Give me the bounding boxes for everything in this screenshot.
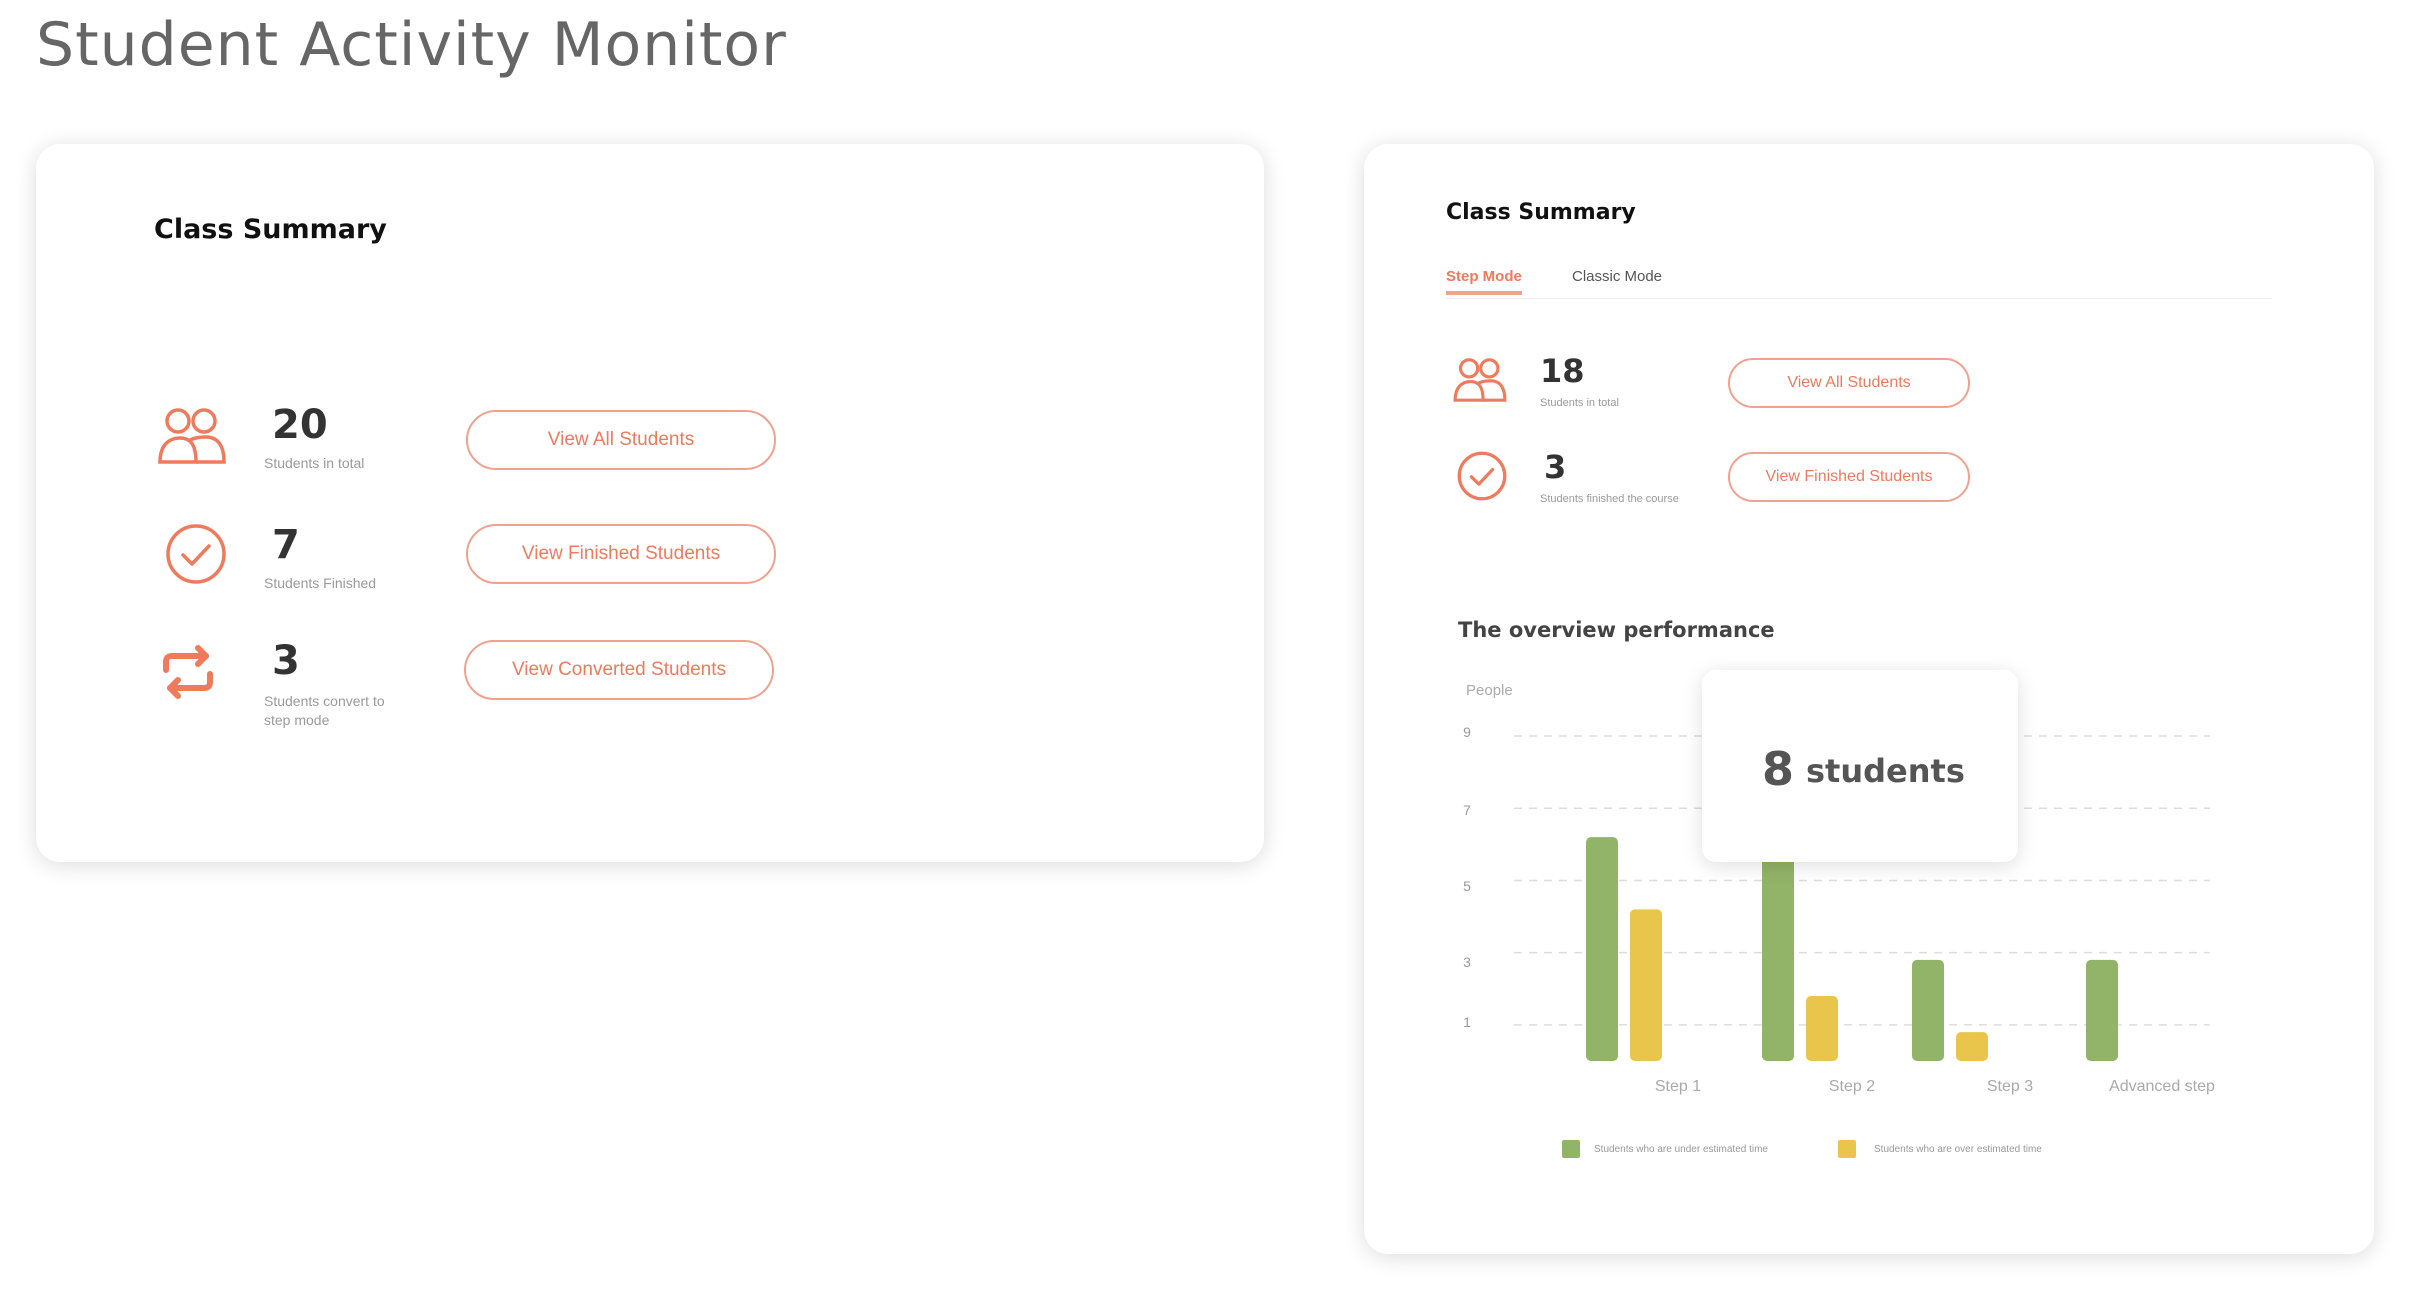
convert-arrows-icon bbox=[163, 645, 213, 699]
stat-caption: Students in total bbox=[264, 455, 365, 471]
tab-step-mode[interactable]: Step Mode bbox=[1446, 268, 1522, 295]
x-tick-label: Step 3 bbox=[1986, 1078, 2034, 1095]
bar-under-1[interactable] bbox=[1586, 837, 1618, 1061]
class-summary-card: Class Summary 20 Students in total View … bbox=[36, 144, 1264, 862]
x-tick-label: Advanced step bbox=[2109, 1078, 2215, 1095]
tooltip-unit: students bbox=[1806, 752, 1965, 790]
y-tick-label: 5 bbox=[1463, 878, 1471, 894]
y-tick-label: 7 bbox=[1463, 802, 1471, 818]
legend-swatch-green bbox=[1562, 1140, 1580, 1158]
bar-over-3[interactable] bbox=[1956, 1032, 1988, 1061]
legend-label: Students who are under estimated time bbox=[1594, 1144, 1768, 1155]
stat-value: 3 bbox=[272, 638, 300, 684]
bar-over-2[interactable] bbox=[1806, 996, 1838, 1061]
view-all-students-button[interactable]: View All Students bbox=[1728, 358, 1970, 408]
y-tick-label: 3 bbox=[1463, 954, 1471, 970]
stat-value: 3 bbox=[1544, 448, 1567, 486]
card-title: Class Summary bbox=[154, 214, 387, 245]
bar-under-4[interactable] bbox=[2086, 959, 2118, 1061]
bar-over-1[interactable] bbox=[1630, 909, 1662, 1061]
view-all-students-button[interactable]: View All Students bbox=[466, 410, 776, 470]
y-tick-label: 1 bbox=[1463, 1014, 1471, 1030]
legend-label: Students who are over estimated time bbox=[1874, 1144, 2042, 1155]
stat-value: 20 bbox=[272, 402, 328, 448]
stat-caption: Students in total bbox=[1540, 397, 1619, 409]
view-finished-students-button[interactable]: View Finished Students bbox=[1728, 452, 1970, 502]
stat-value: 18 bbox=[1540, 352, 1585, 390]
x-tick-label: Step 2 bbox=[1828, 1078, 1876, 1095]
y-axis-label: People bbox=[1466, 682, 1513, 699]
stat-caption: Students convert to step mode bbox=[264, 693, 385, 728]
card-title: Class Summary bbox=[1446, 200, 1636, 225]
x-tick-label: Step 1 bbox=[1654, 1078, 1702, 1095]
check-circle-icon bbox=[166, 524, 226, 584]
stat-caption: Students Finished bbox=[264, 575, 377, 591]
bar-under-3[interactable] bbox=[1912, 959, 1944, 1061]
chart-tooltip: 8 students bbox=[1702, 670, 2018, 862]
people-icon bbox=[1453, 358, 1507, 402]
tab-classic-mode[interactable]: Classic Mode bbox=[1572, 268, 1663, 285]
y-tick-label: 9 bbox=[1463, 724, 1471, 740]
people-icon bbox=[158, 408, 226, 464]
page-title: Student Activity Monitor bbox=[36, 10, 787, 80]
check-circle-icon bbox=[1457, 451, 1507, 501]
tooltip-value: 8 bbox=[1762, 742, 1795, 796]
section-title: The overview performance bbox=[1458, 618, 1775, 642]
view-finished-students-button[interactable]: View Finished Students bbox=[466, 524, 776, 584]
stat-value: 7 bbox=[272, 522, 300, 568]
class-summary-step-card: Class Summary Step Mode Classic Mode 1 8 … bbox=[1364, 144, 2374, 1254]
mode-tabs: Step Mode Classic Mode bbox=[1446, 268, 2272, 299]
stat-caption: Students finished the course bbox=[1540, 493, 1679, 505]
legend-swatch-yellow bbox=[1838, 1140, 1856, 1158]
view-converted-students-button[interactable]: View Converted Students bbox=[464, 640, 774, 700]
